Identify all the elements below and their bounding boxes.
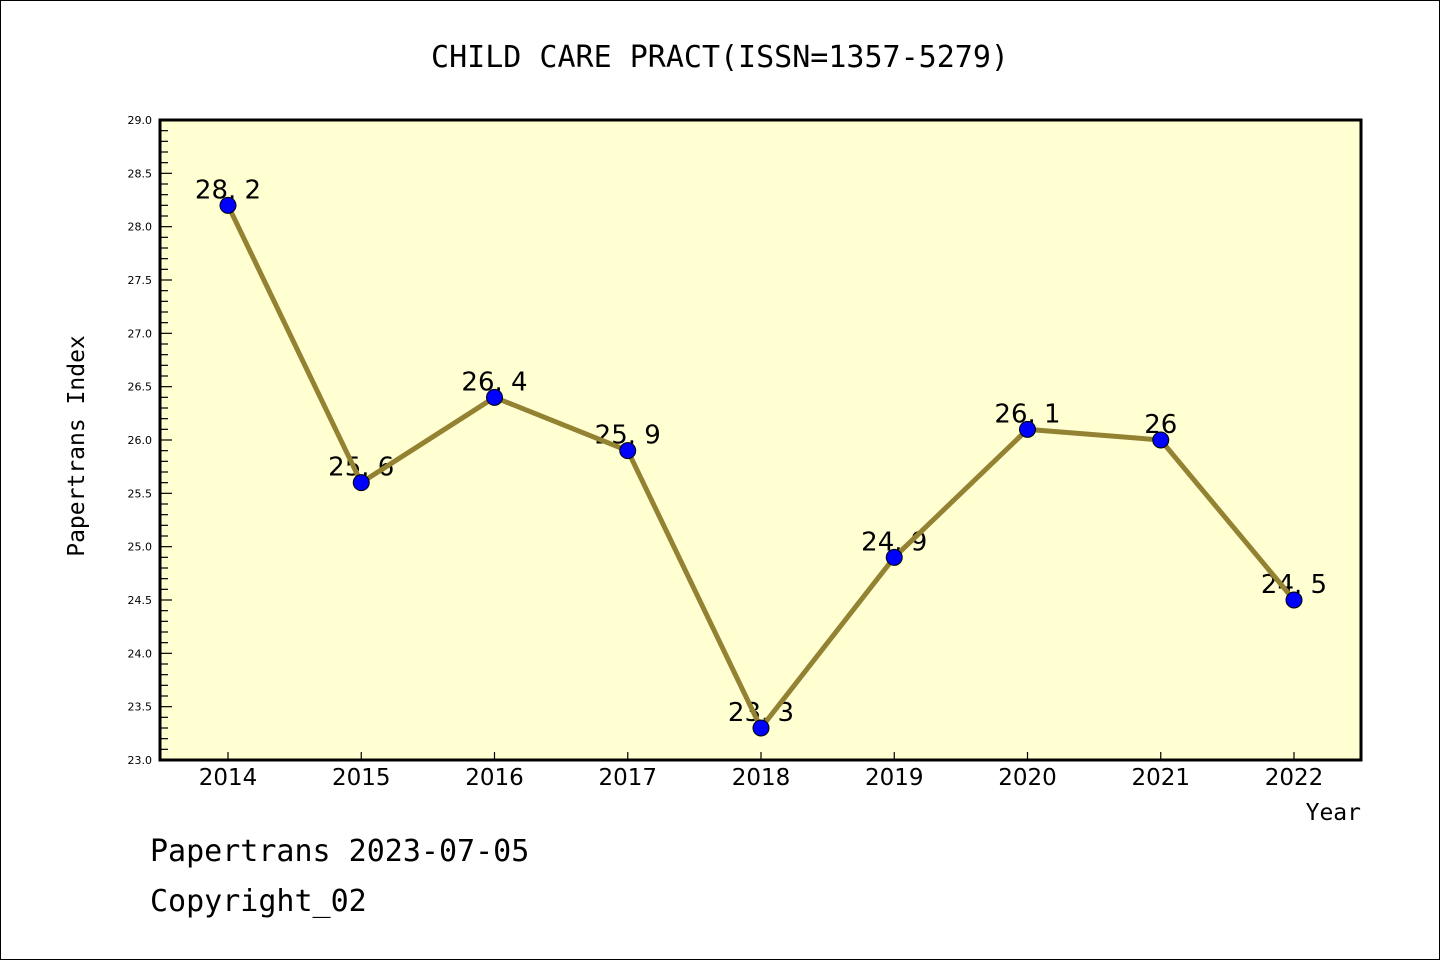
data-point xyxy=(352,474,370,492)
y-tick-label: 24.0 xyxy=(128,647,153,660)
x-tick-label: 2018 xyxy=(732,765,791,791)
y-tick-label: 27.0 xyxy=(128,327,153,340)
chart-title: CHILD CARE PRACT(ISSN=1357-5279) xyxy=(431,40,1009,75)
data-markers xyxy=(219,196,1303,737)
data-point xyxy=(486,388,503,406)
y-tick-label: 23.0 xyxy=(128,754,153,767)
x-tick-label: 2020 xyxy=(998,765,1057,791)
y-tick-label: 24.5 xyxy=(128,594,153,607)
data-point xyxy=(619,442,637,460)
x-tick-label: 2017 xyxy=(598,765,657,791)
x-tick-label: 2015 xyxy=(332,765,391,791)
x-tick-label: 2021 xyxy=(1131,765,1190,791)
footer-date: Papertrans 2023-07-05 xyxy=(150,834,530,869)
x-tick-label: 2022 xyxy=(1265,765,1324,791)
y-tick-label: 28.0 xyxy=(128,221,153,234)
data-point xyxy=(1019,420,1036,438)
y-tick-label: 23.5 xyxy=(128,701,153,714)
x-axis-label: Year xyxy=(1306,800,1361,826)
y-axis-label: Papertrans Index xyxy=(64,335,90,557)
x-axis-ticks: 2014 2015 2016 2017 2018 2019 2020 2021 2022 xyxy=(199,752,1324,791)
y-tick-label: 26.0 xyxy=(128,434,153,447)
plot-border xyxy=(158,118,1363,762)
data-point xyxy=(1152,431,1170,449)
footer-copyright: Copyright_02 xyxy=(150,884,367,919)
y-tick-label: 25.5 xyxy=(128,487,153,500)
y-axis-ticks: 23.0 23.5 24.0 24.5 25.0 25.5 26.0 26.5 27.0 27.5… xyxy=(128,114,172,767)
data-point xyxy=(752,719,770,737)
y-tick-label: 29.0 xyxy=(128,114,153,127)
y-tick-label: 25.0 xyxy=(128,541,153,554)
y-tick-label: 27.5 xyxy=(128,274,153,287)
x-tick-label: 2014 xyxy=(199,765,258,791)
y-tick-label: 28.5 xyxy=(128,167,153,180)
data-point xyxy=(885,548,903,566)
x-tick-label: 2016 xyxy=(465,765,524,791)
y-tick-label: 26.5 xyxy=(128,381,153,394)
data-point xyxy=(219,196,237,214)
data-point xyxy=(1285,591,1303,609)
x-tick-label: 2019 xyxy=(865,765,924,791)
